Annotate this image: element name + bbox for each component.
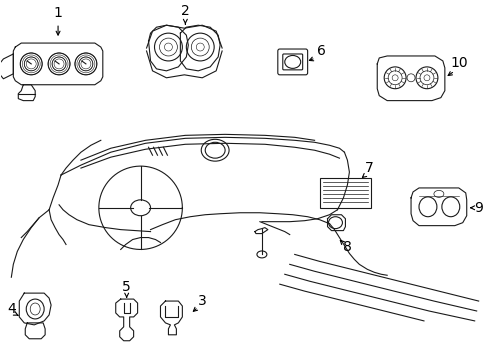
- Text: 3: 3: [198, 294, 206, 308]
- Text: 10: 10: [449, 56, 467, 70]
- Text: 4: 4: [7, 302, 16, 316]
- Text: 6: 6: [317, 44, 325, 58]
- Bar: [319, 178, 370, 208]
- Text: 7: 7: [364, 161, 373, 175]
- Text: 5: 5: [122, 280, 131, 294]
- Text: 8: 8: [342, 240, 351, 255]
- Text: 9: 9: [473, 201, 482, 215]
- Text: 1: 1: [54, 6, 62, 20]
- FancyBboxPatch shape: [277, 49, 307, 75]
- Text: 2: 2: [181, 4, 189, 18]
